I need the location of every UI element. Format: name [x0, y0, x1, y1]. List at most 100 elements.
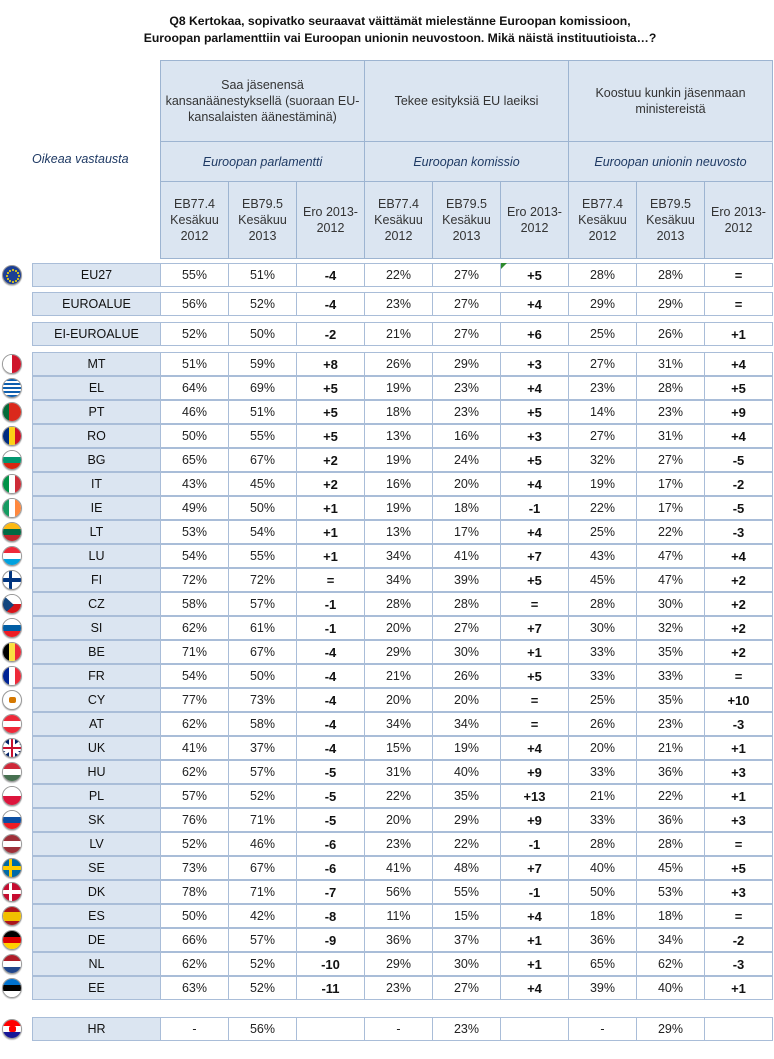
- diff-cell: -1: [500, 880, 569, 904]
- table-row-es: ES 50% 42% -8 11% 15% +4 18% 18% =: [32, 904, 773, 928]
- value-cell: 33%: [568, 664, 637, 688]
- value-cell: 40%: [568, 856, 637, 880]
- value-cell: 52%: [160, 322, 229, 346]
- diff-cell: -4: [296, 292, 365, 316]
- flag-icon-mt: [2, 354, 22, 374]
- value-cell: -: [568, 1017, 637, 1041]
- value-cell: 36%: [568, 928, 637, 952]
- diff-cell: +1: [704, 736, 773, 760]
- value-cell: 40%: [636, 976, 705, 1000]
- diff-cell: -1: [500, 496, 569, 520]
- row-label: DK: [32, 880, 161, 904]
- table-row-lv: LV 52% 46% -6 23% 22% -1 28% 28% =: [32, 832, 773, 856]
- table-row-lt: LT 53% 54% +1 13% 17% +4 25% 22% -3: [32, 520, 773, 544]
- value-cell: 27%: [636, 448, 705, 472]
- value-cell: 18%: [364, 400, 433, 424]
- value-cell: 23%: [364, 832, 433, 856]
- diff-cell: -5: [704, 496, 773, 520]
- diff-cell: +5: [296, 400, 365, 424]
- value-cell: 33%: [568, 760, 637, 784]
- value-cell: 36%: [364, 928, 433, 952]
- subheader-ero: Ero 2013-2012: [500, 181, 569, 259]
- value-cell: 71%: [228, 808, 297, 832]
- value-cell: 18%: [432, 496, 501, 520]
- table-row-si: SI 62% 61% -1 20% 27% +7 30% 32% +2: [32, 616, 773, 640]
- diff-cell: -4: [296, 688, 365, 712]
- value-cell: 65%: [568, 952, 637, 976]
- value-cell: 49%: [160, 496, 229, 520]
- diff-cell: -6: [296, 856, 365, 880]
- subheader-eb795: EB79.5 Kesäkuu 2013: [432, 181, 501, 259]
- value-cell: 23%: [432, 400, 501, 424]
- value-cell: 65%: [160, 448, 229, 472]
- value-cell: 54%: [160, 664, 229, 688]
- flag-icon-hr: [2, 1019, 22, 1039]
- row-label: PT: [32, 400, 161, 424]
- flag-icon-cy: [2, 690, 22, 710]
- value-cell: 34%: [432, 712, 501, 736]
- diff-cell: -9: [296, 928, 365, 952]
- flag-icon-it: [2, 474, 22, 494]
- value-cell: 64%: [160, 376, 229, 400]
- value-cell: 17%: [636, 496, 705, 520]
- value-cell: 71%: [228, 880, 297, 904]
- value-cell: 28%: [636, 832, 705, 856]
- table-row-lu: LU 54% 55% +1 34% 41% +7 43% 47% +4: [32, 544, 773, 568]
- value-cell: 26%: [568, 712, 637, 736]
- value-cell: 50%: [160, 424, 229, 448]
- diff-cell: +1: [296, 496, 365, 520]
- row-label: EI-EUROALUE: [32, 322, 161, 346]
- value-cell: 43%: [568, 544, 637, 568]
- value-cell: 51%: [228, 263, 297, 287]
- table-row-cz: CZ 58% 57% -1 28% 28% = 28% 30% +2: [32, 592, 773, 616]
- value-cell: 39%: [568, 976, 637, 1000]
- diff-cell: -4: [296, 736, 365, 760]
- table-row-nl: NL 62% 52% -10 29% 30% +1 65% 62% -3: [32, 952, 773, 976]
- diff-cell: [500, 1017, 569, 1041]
- value-cell: 19%: [432, 736, 501, 760]
- value-cell: 20%: [364, 616, 433, 640]
- diff-cell: -1: [296, 616, 365, 640]
- diff-cell: +7: [500, 856, 569, 880]
- table-row-at: AT 62% 58% -4 34% 34% = 26% 23% -3: [32, 712, 773, 736]
- value-cell: 35%: [432, 784, 501, 808]
- diff-cell: +5: [704, 856, 773, 880]
- diff-cell: -4: [296, 712, 365, 736]
- flag-icon-uk: [2, 738, 22, 758]
- diff-cell: -5: [296, 784, 365, 808]
- row-label: IE: [32, 496, 161, 520]
- value-cell: 33%: [568, 640, 637, 664]
- row-label: IT: [32, 472, 161, 496]
- value-cell: 22%: [364, 263, 433, 287]
- value-cell: 40%: [432, 760, 501, 784]
- flag-icon-bg: [2, 450, 22, 470]
- diff-cell: -3: [704, 520, 773, 544]
- value-cell: 27%: [568, 424, 637, 448]
- value-cell: 29%: [432, 808, 501, 832]
- diff-cell: -10: [296, 952, 365, 976]
- value-cell: 26%: [636, 322, 705, 346]
- value-cell: 26%: [432, 664, 501, 688]
- diff-cell: +7: [500, 616, 569, 640]
- value-cell: 57%: [228, 592, 297, 616]
- flag-icon-ie: [2, 498, 22, 518]
- value-cell: 69%: [228, 376, 297, 400]
- table-row-hu: HU 62% 57% -5 31% 40% +9 33% 36% +3: [32, 760, 773, 784]
- value-cell: 55%: [228, 424, 297, 448]
- diff-cell: [704, 1017, 773, 1041]
- value-cell: 30%: [432, 640, 501, 664]
- statement-header-3: Koostuu kunkin jäsenmaan ministereistä: [568, 60, 773, 142]
- diff-cell: +4: [500, 520, 569, 544]
- value-cell: 62%: [160, 616, 229, 640]
- table-row-pt: PT 46% 51% +5 18% 23% +5 14% 23% +9: [32, 400, 773, 424]
- value-cell: 57%: [228, 928, 297, 952]
- value-cell: 52%: [228, 976, 297, 1000]
- value-cell: 62%: [160, 712, 229, 736]
- value-cell: 19%: [364, 376, 433, 400]
- value-cell: 23%: [364, 292, 433, 316]
- value-cell: 32%: [568, 448, 637, 472]
- value-cell: 39%: [432, 568, 501, 592]
- value-cell: 28%: [568, 832, 637, 856]
- table-row-de: DE 66% 57% -9 36% 37% +1 36% 34% -2: [32, 928, 773, 952]
- value-cell: 56%: [160, 292, 229, 316]
